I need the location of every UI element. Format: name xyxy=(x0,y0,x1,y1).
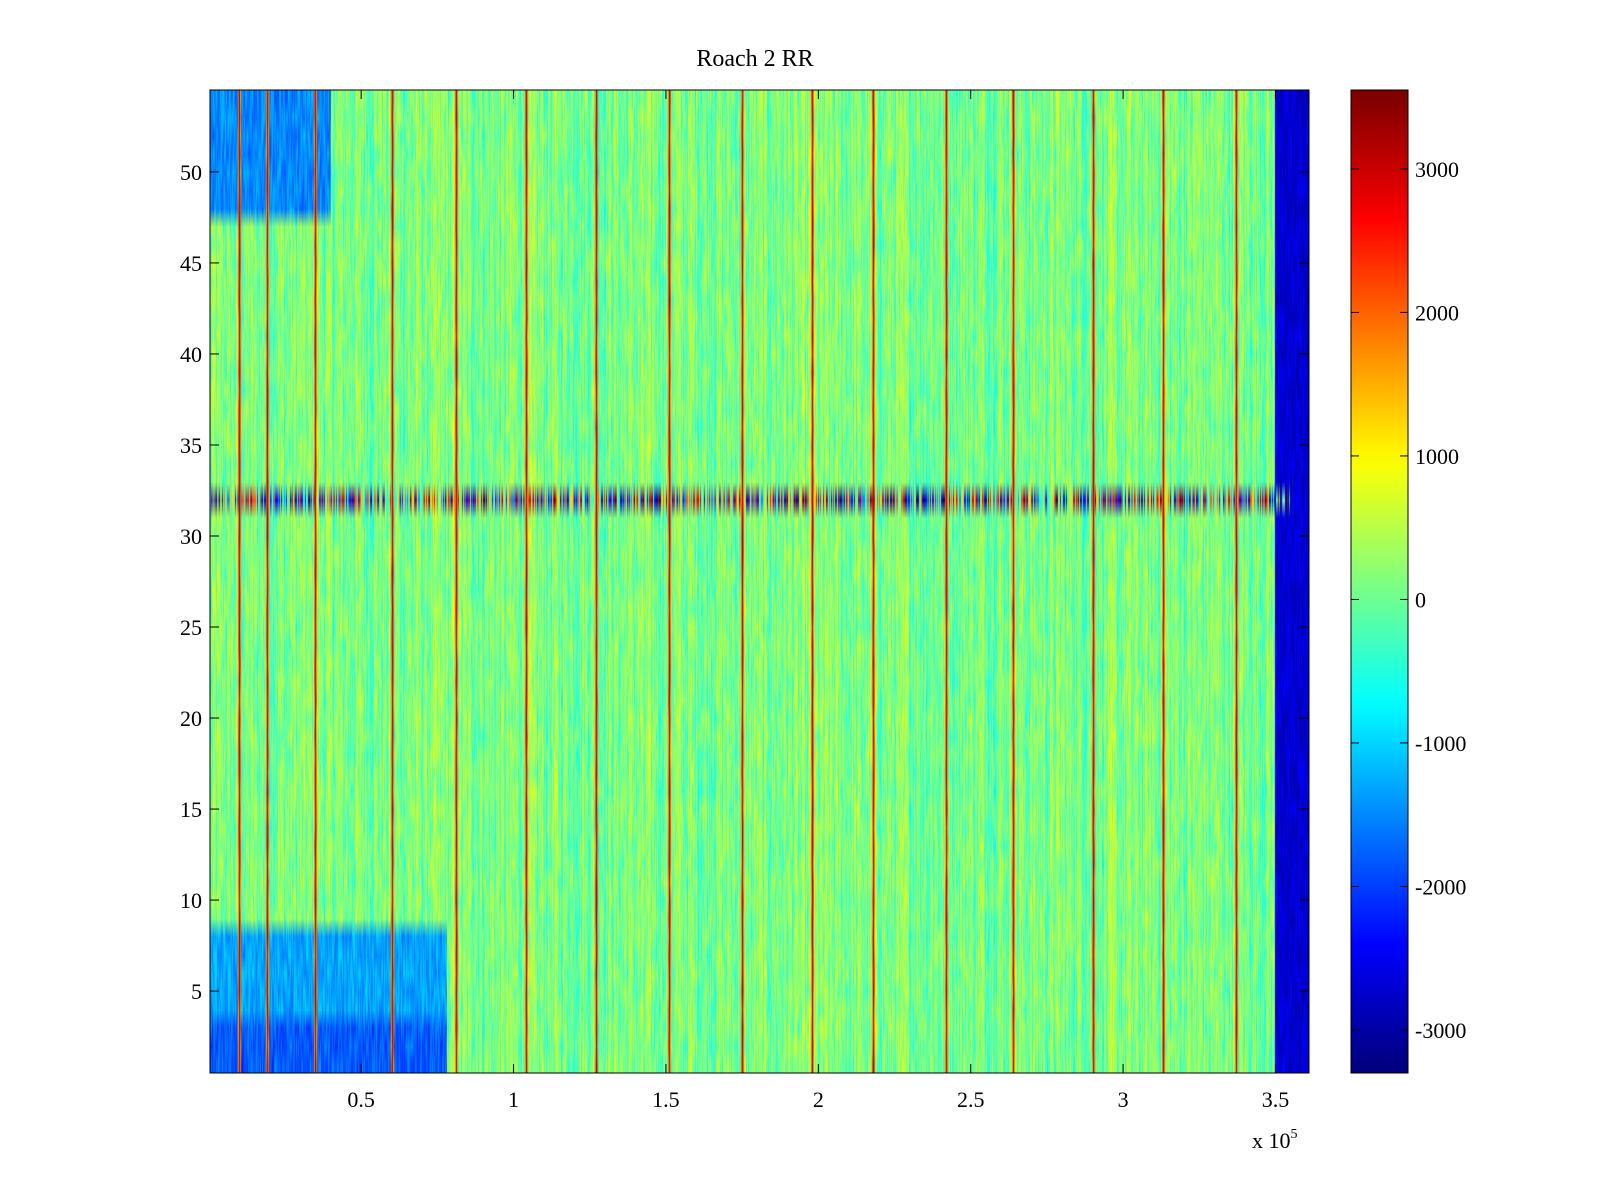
y-tick-label: 5 xyxy=(191,979,202,1004)
y-tick-label: 45 xyxy=(180,251,202,276)
colorbar-tick-label: -3000 xyxy=(1415,1018,1466,1043)
x-tick-label: 3.5 xyxy=(1262,1087,1290,1112)
y-tick-label: 10 xyxy=(180,888,202,913)
x-exponent-base: x 10 xyxy=(1252,1128,1291,1153)
y-axis: 5 10 15 20 25 30 35 40 45 50 xyxy=(180,160,1309,1004)
colorbar-tick-label: 0 xyxy=(1415,587,1426,612)
colorbar-tick-label: -1000 xyxy=(1415,731,1466,756)
y-tick-label: 40 xyxy=(180,342,202,367)
plot-frame xyxy=(209,89,1310,1074)
x-tick-label: 2.5 xyxy=(957,1087,985,1112)
y-tick-label: 50 xyxy=(180,160,202,185)
x-tick-label: 1.5 xyxy=(652,1087,680,1112)
x-tick-label: 1 xyxy=(508,1087,519,1112)
x-axis: 0.5 1 1.5 2 2.5 3 3.5 xyxy=(347,90,1289,1112)
y-tick-label: 20 xyxy=(180,706,202,731)
heatmap-image xyxy=(210,90,1309,1073)
x-tick-label: 0.5 xyxy=(347,1087,375,1112)
chart-title: Roach 2 RR xyxy=(696,46,813,72)
y-tick-label: 35 xyxy=(180,433,202,458)
y-tick-label: 15 xyxy=(180,797,202,822)
x-tick-label: 2 xyxy=(813,1087,824,1112)
heatmap-area[interactable] xyxy=(210,90,1309,1073)
x-tick-label: 3 xyxy=(1118,1087,1129,1112)
x-axis-exponent: x 105 xyxy=(1252,1127,1298,1153)
colorbar-ticks: -3000 -2000 -1000 0 1000 2000 3000 xyxy=(1351,157,1466,1043)
colorbar-frame xyxy=(1350,89,1409,1074)
colorbar-tick-label: 3000 xyxy=(1415,157,1459,182)
y-tick-label: 25 xyxy=(180,615,202,640)
y-tick-label: 30 xyxy=(180,524,202,549)
colorbar: -3000 -2000 -1000 0 1000 2000 3000 xyxy=(1350,89,1466,1074)
colorbar-tick-label: 2000 xyxy=(1415,300,1459,325)
colorbar-tick-label: 1000 xyxy=(1415,444,1459,469)
x-exponent-power: 5 xyxy=(1291,1127,1298,1142)
colorbar-gradient xyxy=(1351,90,1408,1073)
colorbar-tick-label: -2000 xyxy=(1415,874,1466,899)
